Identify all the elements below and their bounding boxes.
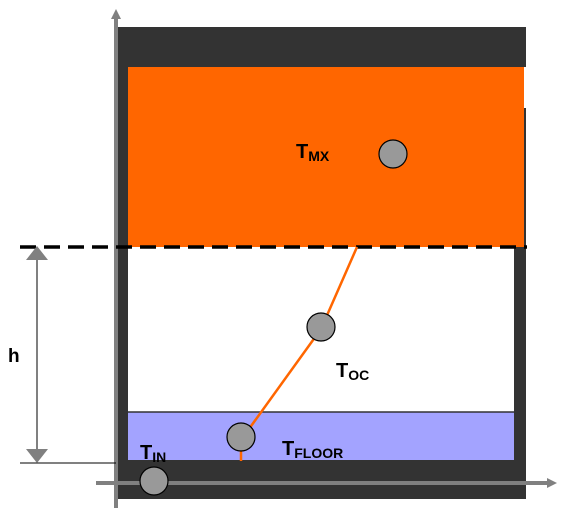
t-floor-label: TFLOOR xyxy=(282,438,343,461)
t-oc-label: TOC xyxy=(336,360,369,383)
mixed-hot-layer xyxy=(128,67,524,247)
room-floor-slab xyxy=(118,460,526,499)
t-in-label: TIN xyxy=(140,442,166,465)
height-label: h xyxy=(8,346,20,367)
sensor-t-floor xyxy=(226,422,256,452)
sensor-t-mx xyxy=(378,139,408,169)
height-arrow-top-head xyxy=(26,246,48,260)
sensor-t-in xyxy=(139,466,169,496)
room-left-wall xyxy=(118,27,128,499)
sensor-t-oc xyxy=(306,312,336,342)
floor-layer xyxy=(128,412,514,460)
t-mx-label: TMX xyxy=(296,141,330,164)
height-arrow-bottom-head xyxy=(26,449,48,463)
room-top-wall xyxy=(118,27,526,67)
